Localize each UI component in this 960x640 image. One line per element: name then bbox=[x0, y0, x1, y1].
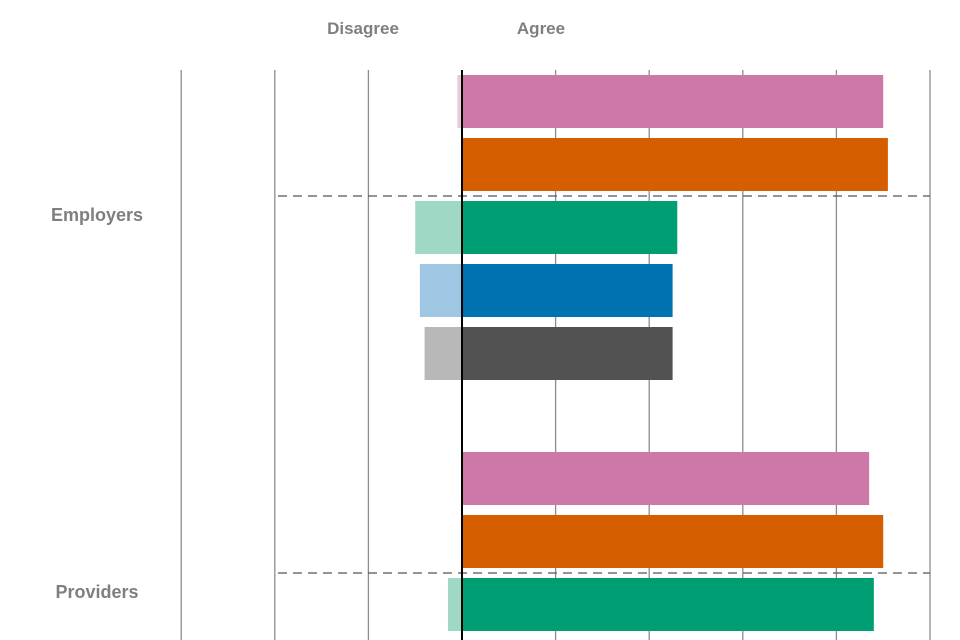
bar-disagree bbox=[415, 201, 462, 254]
bar-agree bbox=[462, 452, 870, 505]
group-separators bbox=[278, 195, 930, 574]
bar-agree bbox=[462, 138, 888, 191]
group-label: Providers bbox=[55, 582, 138, 602]
group-label: Employers bbox=[51, 205, 143, 225]
bars bbox=[415, 75, 888, 631]
bar-disagree bbox=[447, 578, 462, 631]
group-labels: Employers Providers bbox=[51, 205, 143, 602]
bar-disagree bbox=[424, 327, 462, 380]
bar-agree bbox=[462, 75, 884, 128]
bar-agree bbox=[462, 201, 678, 254]
header-label-agree: Agree bbox=[517, 19, 565, 38]
bar-agree bbox=[462, 578, 874, 631]
bar-disagree bbox=[419, 264, 462, 317]
bar-agree bbox=[462, 515, 884, 568]
header-label-disagree: Disagree bbox=[327, 19, 399, 38]
bar-agree bbox=[462, 264, 673, 317]
bar-disagree bbox=[457, 75, 462, 128]
bar-agree bbox=[462, 327, 673, 380]
